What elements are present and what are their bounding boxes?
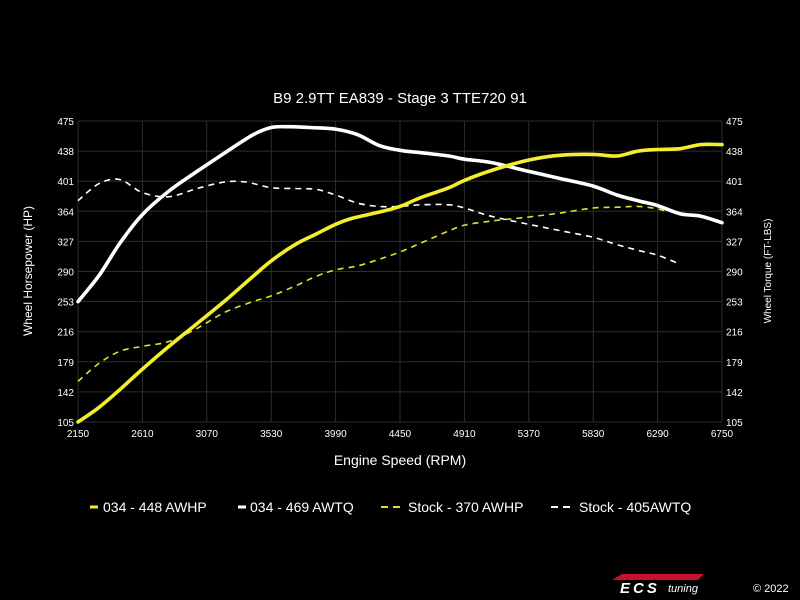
legend: 034 - 448 AWHP 034 - 469 AWTQ Stock - 37…	[90, 499, 691, 515]
y-tick-label-right: 327	[726, 237, 743, 248]
series-034-awtq-line	[76, 124, 724, 304]
legend-label-034-awhp: 034 - 448 AWHP	[103, 499, 207, 515]
y-tick-label-right: 364	[726, 207, 743, 218]
grid-lines	[77, 120, 723, 423]
y-tick-label-left: 216	[57, 328, 74, 339]
y-tick-label-right: 216	[726, 328, 743, 339]
legend-label-034-awtq: 034 - 469 AWTQ	[250, 499, 354, 515]
y-tick-label-left: 327	[57, 237, 74, 248]
y-tick-label-right: 475	[726, 117, 743, 128]
series-stock-awtq-line	[77, 178, 681, 265]
y-tick-label-right: 105	[726, 418, 743, 429]
x-axis-ticks: 2150 2610 3070 3530 3990 4450 4910 5370 5830 6290…	[67, 429, 734, 440]
x-tick-label: 4910	[453, 429, 476, 440]
y-tick-label-left: 401	[57, 177, 74, 188]
y-tick-label-right: 179	[726, 358, 743, 369]
x-tick-label: 6290	[646, 429, 669, 440]
x-tick-label: 4450	[389, 429, 412, 440]
legend-label-stock-awhp: Stock - 370 AWHP	[408, 499, 523, 515]
y-tick-label-left: 438	[57, 147, 74, 158]
y-tick-label-left: 364	[57, 207, 74, 218]
y-tick-label-left: 179	[57, 358, 74, 369]
y-tick-label-left: 475	[57, 117, 74, 128]
series-034-awhp-line	[76, 142, 724, 424]
y-axis-right-title: Wheel Torque (FT-LBS)	[763, 219, 774, 324]
chart-title: B9 2.9TT EA839 - Stage 3 TTE720 91	[273, 90, 527, 107]
logo-tuning-text: tuning	[668, 583, 699, 595]
x-axis-title: Engine Speed (RPM)	[334, 452, 466, 468]
ecs-tuning-logo: ECS tuning © 2022	[612, 574, 789, 597]
x-tick-label: 2150	[67, 429, 90, 440]
x-tick-label: 3530	[260, 429, 283, 440]
y-tick-label-right: 290	[726, 268, 743, 279]
x-tick-label: 5830	[582, 429, 605, 440]
y-tick-label-right: 253	[726, 298, 743, 309]
y-tick-label-left: 290	[57, 268, 74, 279]
data-series	[76, 124, 724, 424]
x-tick-label: 3990	[324, 429, 347, 440]
x-tick-label: 6750	[711, 429, 734, 440]
logo-ecs-text: ECS	[620, 580, 660, 597]
y-tick-label-right: 401	[726, 177, 743, 188]
y-axis-right-ticks: 105 142 179 216 253 290 327 364 401 438 475	[726, 117, 743, 429]
y-tick-label-left: 253	[57, 298, 74, 309]
series-stock-awhp-line	[77, 205, 667, 382]
y-tick-label-left: 142	[57, 388, 74, 399]
y-axis-left-ticks: 105 142 179 216 253 290 327 364 401 438 475	[57, 117, 74, 429]
logo-swoosh-icon	[612, 574, 704, 580]
y-tick-label-right: 438	[726, 147, 743, 158]
x-tick-label: 5370	[518, 429, 541, 440]
x-tick-label: 2610	[131, 429, 154, 440]
copyright-text: © 2022	[753, 583, 789, 595]
y-tick-label-left: 105	[57, 418, 74, 429]
legend-label-stock-awtq: Stock - 405AWTQ	[579, 499, 691, 515]
y-tick-label-right: 142	[726, 388, 743, 399]
y-axis-left-title: Wheel Horsepower (HP)	[21, 206, 35, 336]
x-tick-label: 3070	[196, 429, 219, 440]
